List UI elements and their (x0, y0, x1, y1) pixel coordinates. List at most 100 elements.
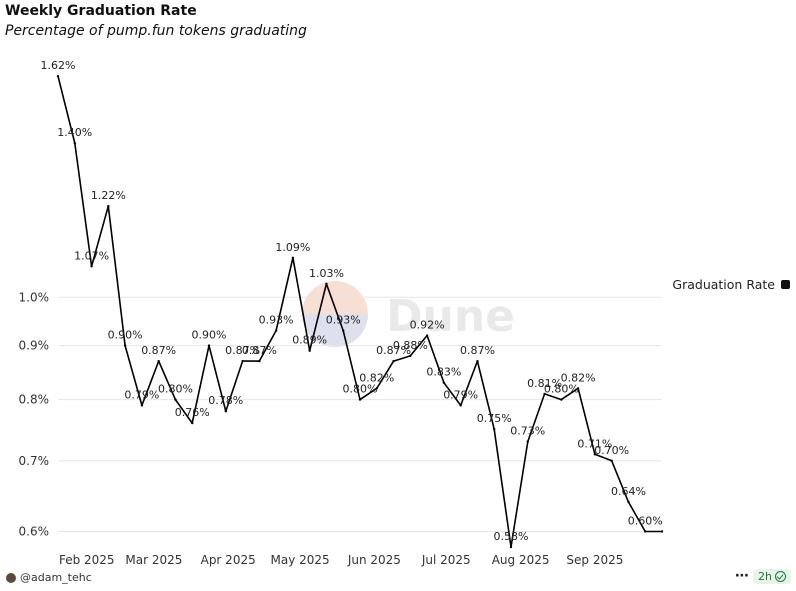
x-tick-label: Aug 2025 (492, 553, 550, 567)
data-label: 0.87% (141, 344, 176, 357)
data-label: 0.87% (376, 344, 411, 357)
data-label: 0.93% (326, 314, 361, 327)
data-label: 0.88% (393, 339, 428, 352)
data-point (308, 349, 311, 352)
data-label: 0.90% (192, 329, 227, 342)
data-label: 1.07% (74, 249, 109, 262)
data-label: 0.82% (359, 371, 394, 384)
data-label: 1.09% (275, 241, 310, 254)
data-point (56, 74, 60, 78)
data-point (425, 334, 429, 337)
y-tick-label: 1.0% (19, 290, 50, 304)
data-point (90, 265, 93, 268)
ellipsis-icon[interactable]: ⋯ (735, 568, 750, 584)
chart-title: Weekly Graduation Rate (5, 3, 197, 19)
author-handle: @adam_tehc (20, 571, 92, 584)
data-label: 0.76% (175, 406, 210, 419)
data-point (459, 404, 462, 407)
footer: @adam_tehc ⋯ 2h (0, 568, 796, 588)
data-point (660, 530, 664, 533)
data-point (526, 440, 529, 443)
data-point (358, 398, 362, 401)
y-tick-label: 0.9% (19, 339, 50, 353)
data-label: 0.78% (208, 394, 243, 407)
data-label: 1.62% (41, 59, 76, 72)
dune-watermark-text: Dune (386, 291, 515, 342)
data-point (224, 409, 227, 413)
x-tick-label: Jul 2025 (421, 553, 471, 567)
data-point (274, 329, 278, 332)
data-label: 0.73% (510, 425, 545, 438)
age-badge[interactable]: 2h (753, 569, 791, 584)
chart-subtitle: Percentage of pump.fun tokens graduating (5, 23, 307, 39)
data-label: 0.87% (460, 344, 495, 357)
data-point (509, 545, 513, 549)
data-label: 0.80% (544, 383, 579, 396)
data-label: 0.87% (225, 344, 260, 357)
data-point (442, 381, 446, 384)
data-label: 0.81% (527, 377, 562, 390)
age-text: 2h (758, 570, 772, 583)
data-label: 0.64% (611, 485, 646, 498)
data-label: 1.22% (91, 189, 126, 202)
data-label: 0.82% (561, 371, 596, 384)
data-point (627, 500, 630, 504)
data-label: 0.80% (343, 383, 378, 396)
data-label: 0.80% (158, 383, 193, 396)
data-point (191, 421, 194, 425)
legend[interactable]: Graduation Rate (672, 277, 790, 292)
data-point (258, 359, 261, 363)
data-point (325, 282, 328, 285)
data-point (241, 359, 244, 363)
data-point (107, 204, 110, 208)
data-point (375, 387, 378, 390)
data-label: 0.79% (443, 388, 478, 401)
data-label: 0.92% (410, 319, 445, 332)
x-tick-label: Feb 2025 (59, 553, 115, 567)
data-point (140, 404, 144, 407)
data-point (392, 359, 395, 363)
data-point (493, 427, 496, 431)
data-point (174, 398, 177, 401)
author-link[interactable]: @adam_tehc (6, 571, 92, 584)
y-tick-label: 0.8% (19, 393, 50, 407)
data-label: 0.71% (577, 437, 612, 450)
x-tick-label: Jun 2025 (347, 553, 401, 567)
data-label: 0.83% (426, 366, 461, 379)
data-label: 1.40% (57, 126, 92, 139)
data-point (342, 329, 345, 332)
data-label: 0.70% (594, 444, 629, 457)
data-point (560, 398, 563, 401)
x-tick-label: Sep 2025 (566, 553, 623, 567)
data-label: 0.60% (628, 514, 663, 527)
x-tick-label: May 2025 (270, 553, 329, 567)
x-tick-label: Apr 2025 (201, 553, 256, 567)
data-point (157, 359, 160, 363)
data-point (73, 141, 76, 145)
check-circle-icon (775, 571, 786, 582)
data-point (476, 359, 479, 363)
legend-swatch (781, 280, 790, 289)
data-point (123, 344, 127, 347)
data-point (409, 354, 412, 358)
data-point (644, 530, 647, 533)
data-point (610, 459, 613, 463)
avatar (6, 572, 16, 583)
dune-logo-shade (302, 314, 368, 347)
data-label: 0.58% (494, 530, 529, 543)
data-point (543, 392, 546, 396)
data-point (576, 387, 580, 390)
data-point (593, 453, 597, 456)
data-label: 0.93% (259, 314, 294, 327)
data-label: 0.75% (477, 412, 512, 425)
legend-label: Graduation Rate (672, 277, 775, 292)
data-label: 0.89% (292, 334, 327, 347)
data-point (207, 344, 211, 347)
y-tick-label: 0.6% (19, 524, 50, 538)
data-label: 0.87% (242, 344, 277, 357)
data-label: 1.03% (309, 267, 344, 280)
data-point (291, 256, 295, 260)
x-tick-label: Mar 2025 (125, 553, 182, 567)
data-label: 0.79% (124, 388, 159, 401)
